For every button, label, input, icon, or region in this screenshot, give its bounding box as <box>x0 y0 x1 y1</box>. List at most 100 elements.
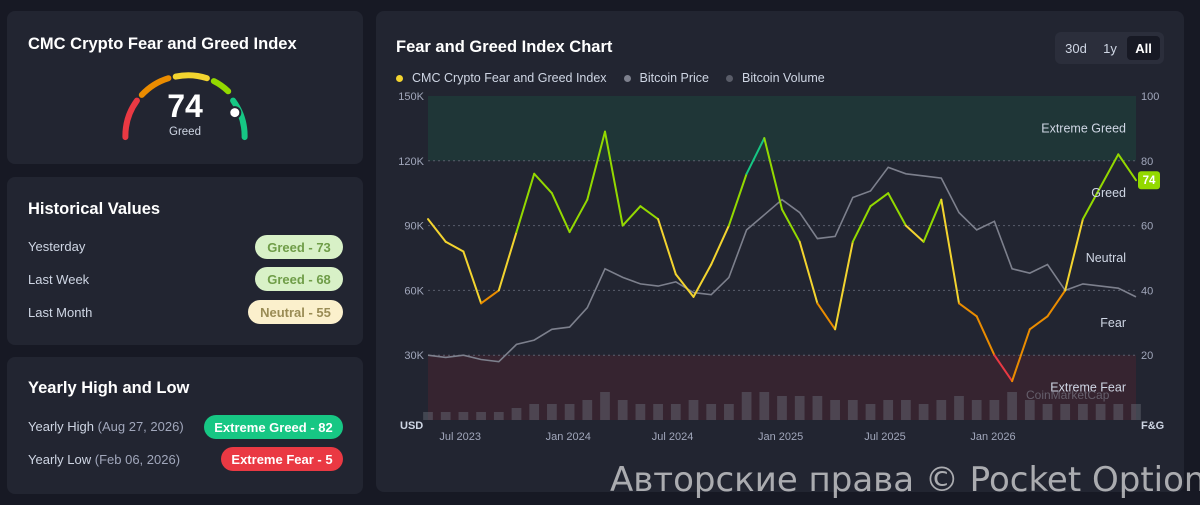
yearly-high-badge: Extreme Greed - 82 <box>204 415 343 439</box>
volume-bar <box>1078 404 1088 420</box>
volume-bar <box>1095 404 1106 420</box>
right-tick-label: 40 <box>1141 285 1153 297</box>
legend-fear-greed-label: CMC Crypto Fear and Greed Index <box>412 71 607 85</box>
yearly-low-date: (Feb 06, 2026) <box>94 452 181 467</box>
x-tick-label: Jan 2026 <box>970 431 1015 443</box>
fear-greed-line-segment <box>674 273 695 298</box>
zone-label: Greed <box>1091 186 1126 200</box>
right-tick-label: 100 <box>1141 91 1159 103</box>
gauge-value: 74 <box>167 88 203 124</box>
gauge-label: Greed <box>169 126 201 138</box>
historical-values-card: Historical Values Yesterday Greed - 73 L… <box>7 177 363 345</box>
fear-greed-line-segment <box>550 192 571 234</box>
volume-bar <box>830 400 840 420</box>
fear-greed-line-segment <box>1081 185 1102 221</box>
right-tick-label: 20 <box>1141 350 1153 362</box>
yearly-high-low-card: Yearly High and Low Yearly High (Aug 27,… <box>7 357 363 494</box>
left-tick-label: 90K <box>404 221 424 233</box>
fear-greed-line-segment <box>586 130 606 201</box>
volume-bar <box>989 400 1000 420</box>
x-tick-label: Jul 2024 <box>652 431 694 443</box>
x-tick-label: Jul 2025 <box>864 431 906 443</box>
volume-bar <box>777 396 787 420</box>
fear-greed-line-segment <box>1099 153 1120 188</box>
yearly-low-badge: Extreme Fear - 5 <box>221 447 343 471</box>
fear-greed-line-segment <box>1117 153 1137 182</box>
left-tick-label: 60K <box>404 285 424 297</box>
left-tick-label: 150K <box>398 91 424 103</box>
fear-greed-line-segment <box>710 224 730 266</box>
fear-greed-line-segment <box>922 198 943 243</box>
volume-bar <box>1024 400 1035 420</box>
fear-greed-line-segment <box>904 224 925 243</box>
volume-bar <box>635 404 646 420</box>
volume-bar <box>1113 404 1124 420</box>
fear-greed-line-segment <box>798 240 819 305</box>
volume-bar <box>493 412 504 420</box>
volume-bar <box>741 392 752 420</box>
fear-greed-line-segment <box>993 354 1014 383</box>
x-tick-label: Jan 2025 <box>758 431 803 443</box>
fear-greed-line-segment <box>816 302 837 331</box>
fear-greed-line-segment <box>727 172 748 227</box>
fear-greed-line-segment <box>444 240 465 253</box>
volume-bar <box>670 404 681 420</box>
chart-watermark: CoinMarketCap <box>1026 388 1110 402</box>
fear-greed-line-segment <box>1046 289 1067 318</box>
gauge-segment-greed <box>210 78 232 95</box>
volume-bar <box>529 404 540 420</box>
gauge-segment-neutral <box>172 72 210 82</box>
volume-bar <box>1042 404 1053 420</box>
fear-greed-line-segment <box>940 198 960 305</box>
fear-greed-line-segment <box>692 263 713 298</box>
range-selector: 30d 1y All <box>1055 32 1164 64</box>
volume-bar <box>724 404 734 420</box>
fear-greed-line-segment <box>958 302 978 318</box>
yearly-low-label: Yearly Low (Feb 06, 2026) <box>28 452 180 467</box>
volume-bar <box>564 404 575 420</box>
left-tick-label: 120K <box>398 156 424 168</box>
historical-yesterday-label: Yesterday <box>28 239 86 254</box>
fear-greed-line-segment <box>639 205 660 221</box>
volume-bar <box>847 400 858 420</box>
fear-greed-line-segment <box>851 205 872 243</box>
yearly-high-label-text: Yearly High <box>28 419 95 434</box>
range-30d-button[interactable]: 30d <box>1065 40 1087 56</box>
fear-greed-line-segment <box>497 231 518 292</box>
fear-greed-line-segment <box>621 205 642 227</box>
historical-yesterday-badge: Greed - 73 <box>255 235 343 259</box>
volume-bar <box>1060 404 1071 420</box>
current-value-badge <box>1138 171 1160 190</box>
volume-bar <box>1131 404 1141 420</box>
fear-greed-line-segment <box>1028 315 1049 331</box>
gauge-card-title: CMC Crypto Fear and Greed Index <box>28 35 297 53</box>
legend-bitcoin-price[interactable]: Bitcoin Price <box>623 71 709 85</box>
fear-greed-line-segment <box>763 137 783 211</box>
fear-greed-chart: 150K 120K 90K 60K 30K 100 80 60 40 20 USD F&G Jul 20… <box>398 91 1164 443</box>
zone-label: Fear <box>1100 316 1126 330</box>
range-1y-button[interactable]: 1y <box>1103 40 1117 56</box>
volume-bar <box>865 404 876 420</box>
range-all-button[interactable]: All <box>1127 36 1160 60</box>
fear-greed-line-segment <box>1011 328 1031 383</box>
gauge-segment-extreme-fear <box>122 97 140 141</box>
legend-fear-greed[interactable]: CMC Crypto Fear and Greed Index <box>396 71 607 85</box>
left-tick-label: 30K <box>404 350 424 362</box>
zone-label: Extreme Fear <box>1050 381 1126 395</box>
volume-bar <box>423 412 433 420</box>
gauge-segment-fear <box>138 75 172 98</box>
right-tick-label: 60 <box>1141 221 1153 233</box>
volume-bar <box>883 400 894 420</box>
legend-fear-greed-dot <box>396 74 403 82</box>
zone-label: Neutral <box>1086 251 1126 265</box>
historical-title: Historical Values <box>28 200 161 218</box>
x-tick-label: Jan 2024 <box>546 431 591 443</box>
fear-greed-line-segment <box>515 172 536 234</box>
volume-bar <box>476 412 486 420</box>
volume-bar <box>794 396 805 420</box>
fear-greed-line-segment <box>887 192 907 227</box>
fear-greed-line-segment <box>462 250 483 305</box>
yearly-high-label: Yearly High (Aug 27, 2026) <box>28 419 184 434</box>
volume-bar <box>936 400 947 420</box>
legend-bitcoin-volume[interactable]: Bitcoin Volume <box>726 71 825 85</box>
